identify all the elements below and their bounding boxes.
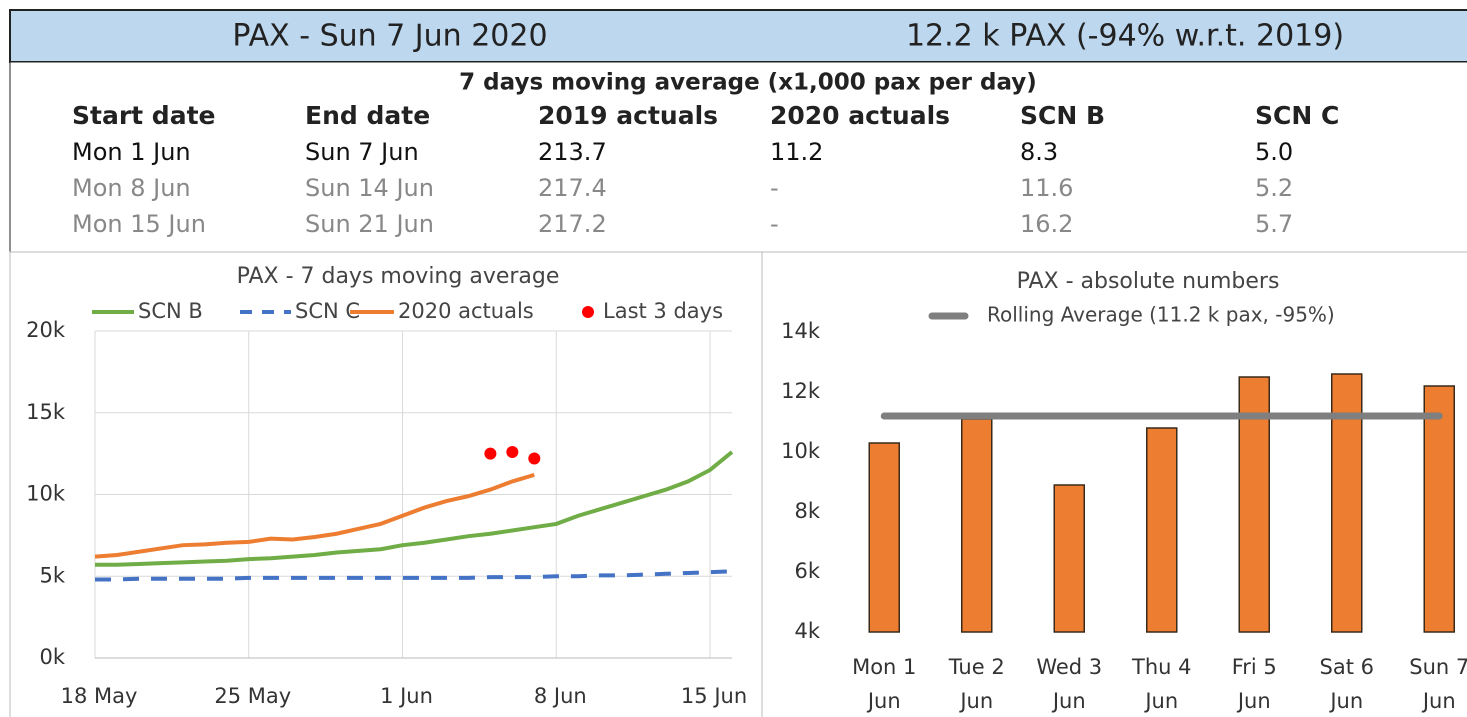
- bar: [961, 418, 993, 633]
- x-tick-label: 15 Jun: [681, 684, 747, 708]
- x-tick-label: Mon 1 Jun: [852, 655, 917, 713]
- x-tick-label: Fri 5 Jun: [1231, 655, 1277, 713]
- header-summary: 12.2 k PAX (-94% w.r.t. 2019): [906, 19, 1344, 54]
- x-tick-label: Sat 6 Jun: [1319, 655, 1374, 713]
- y-tick-label: 14k: [781, 319, 821, 343]
- table-cell: 8.3: [1020, 138, 1058, 166]
- table-cell: Mon 15 Jun: [72, 210, 206, 238]
- column-header: Start date: [72, 101, 215, 130]
- x-tick-label: Tue 2 Jun: [948, 655, 1005, 713]
- x-tick-label: Sun 7 Jun: [1409, 655, 1467, 713]
- x-tick-label: Thu 4 Jun: [1132, 655, 1192, 713]
- legend-label: Rolling Average (11.2 k pax, -95%): [987, 303, 1335, 327]
- legend-label: Last 3 days: [603, 299, 723, 323]
- chart-title: PAX - absolute numbers: [1017, 269, 1280, 294]
- table-cell: Sun 21 Jun: [305, 210, 434, 238]
- table-cell: 11.6: [1020, 174, 1073, 202]
- bar: [1146, 427, 1178, 633]
- left-panel: [9, 251, 763, 717]
- chart-title: PAX - 7 days moving average: [237, 264, 560, 289]
- table-cell: 5.0: [1255, 138, 1293, 166]
- table-cell: 5.7: [1255, 210, 1293, 238]
- column-header: SCN C: [1255, 101, 1339, 130]
- column-header: 2020 actuals: [770, 101, 950, 130]
- x-tick-label: Wed 3 Jun: [1036, 655, 1103, 713]
- table-cell: 217.4: [538, 174, 607, 202]
- bar: [1423, 385, 1455, 633]
- table-cell: Mon 8 Jun: [72, 174, 191, 202]
- legend-label: SCN B: [138, 299, 203, 323]
- column-header: End date: [305, 101, 430, 130]
- table-panel: [9, 61, 1467, 253]
- table-cell: 11.2: [770, 138, 823, 166]
- column-header: 2019 actuals: [538, 101, 718, 130]
- legend-marker: [582, 306, 594, 318]
- y-tick-label: 12k: [781, 379, 821, 403]
- table-cell: 5.2: [1255, 174, 1293, 202]
- series-line: [95, 569, 733, 582]
- legend-label: SCN C: [295, 299, 360, 323]
- table-cell: 217.2: [538, 210, 607, 238]
- y-tick-label: 15k: [26, 400, 66, 424]
- y-tick-label: 4k: [794, 619, 820, 643]
- series-line: [94, 472, 535, 559]
- table-cell: Sun 14 Jun: [305, 174, 434, 202]
- last-day-dot: [528, 452, 541, 465]
- table-cell: 16.2: [1020, 210, 1073, 238]
- header-title: PAX - Sun 7 Jun 2020: [232, 19, 547, 54]
- bar: [1053, 484, 1085, 633]
- legend-label: 2020 actuals: [398, 299, 534, 323]
- y-tick-label: 20k: [26, 318, 66, 342]
- bar: [868, 442, 900, 633]
- last-day-dot: [506, 445, 519, 458]
- y-tick-label: 8k: [794, 499, 820, 523]
- y-tick-label: 0k: [39, 645, 65, 669]
- table-title: 7 days moving average (x1,000 pax per da…: [459, 70, 1037, 96]
- x-tick-label: 8 Jun: [534, 684, 587, 708]
- x-tick-label: 18 May: [61, 684, 138, 708]
- y-tick-label: 10k: [781, 439, 821, 463]
- y-tick-label: 10k: [26, 482, 66, 506]
- header-band: [9, 9, 1467, 63]
- table-cell: -: [770, 174, 779, 202]
- series-line: [95, 450, 734, 567]
- y-tick-label: 5k: [39, 563, 65, 587]
- table-cell: -: [770, 210, 779, 238]
- y-tick-label: 6k: [794, 559, 820, 583]
- x-tick-label: 1 Jun: [380, 684, 433, 708]
- x-tick-label: 25 May: [214, 684, 291, 708]
- table-cell: 213.7: [538, 138, 607, 166]
- table-cell: Mon 1 Jun: [72, 138, 191, 166]
- last-day-dot: [484, 447, 497, 460]
- table-cell: Sun 7 Jun: [305, 138, 419, 166]
- column-header: SCN B: [1020, 101, 1105, 130]
